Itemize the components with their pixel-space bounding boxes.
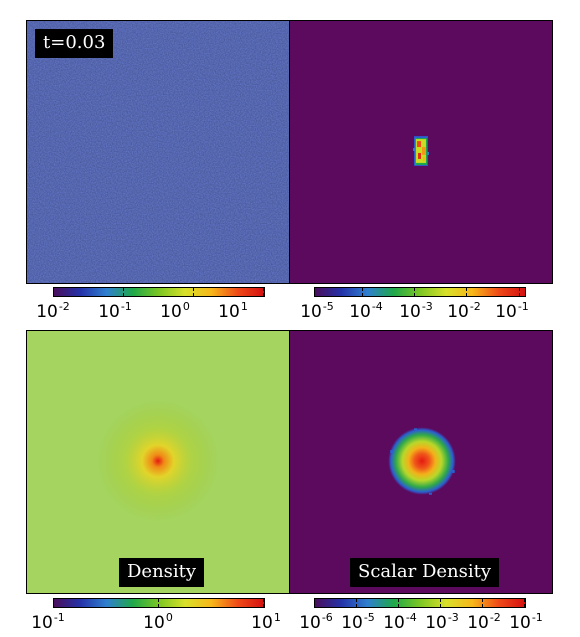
colorbar-labels-top-right: 10-5 10-4 10-3 10-2 10-1 xyxy=(300,300,529,325)
tick-label: 10-6 xyxy=(299,611,333,633)
colorbar-scalar-bottom xyxy=(314,598,526,608)
colorbar-labels-top-left: 10-2 10-1 100 101 xyxy=(36,300,265,325)
tick-label: 101 xyxy=(251,611,281,633)
tick-label: 10-1 xyxy=(495,300,529,322)
tick-label: 10-2 xyxy=(36,300,70,322)
colorbar-scalar-top xyxy=(314,287,526,297)
density-label: Density xyxy=(119,558,205,587)
tick-label: 10-5 xyxy=(341,611,375,633)
tick-label: 101 xyxy=(218,300,248,322)
tick-label: 100 xyxy=(143,611,173,633)
tick-label: 10-2 xyxy=(467,611,501,633)
scalar-blob-small xyxy=(413,136,429,166)
averaged-density-image xyxy=(27,331,289,593)
tick-label: 10-4 xyxy=(349,300,383,322)
scalar-density-panel-early xyxy=(289,20,553,284)
tick-label: 10-3 xyxy=(399,300,433,322)
tick-label: 10-2 xyxy=(447,300,481,322)
scalar-blob-large xyxy=(388,427,456,495)
turbulent-density-panel: t=0.03 xyxy=(26,20,290,284)
scalar-density-label: Scalar Density xyxy=(350,558,500,587)
scalar-density-panel: Scalar Density xyxy=(289,330,553,594)
tick-label: 10-4 xyxy=(383,611,417,633)
tick-label: 10-1 xyxy=(98,300,132,322)
turbulent-density-image xyxy=(27,21,289,283)
tick-label: 10-1 xyxy=(509,611,543,633)
averaged-density-panel: Density xyxy=(26,330,290,594)
tick-label: 10-1 xyxy=(31,611,65,633)
colorbar-density-top xyxy=(53,287,265,297)
tick-label: 10-5 xyxy=(300,300,334,322)
tick-label: 10-3 xyxy=(425,611,459,633)
time-label: t=0.03 xyxy=(35,29,114,58)
colorbar-density-bottom xyxy=(53,598,265,608)
tick-label: 100 xyxy=(160,300,190,322)
colorbar-labels-bottom-right: 10-6 10-5 10-4 10-3 10-2 10-1 xyxy=(299,611,554,636)
colorbar-labels-bottom-left: 10-1 100 101 xyxy=(26,612,290,636)
